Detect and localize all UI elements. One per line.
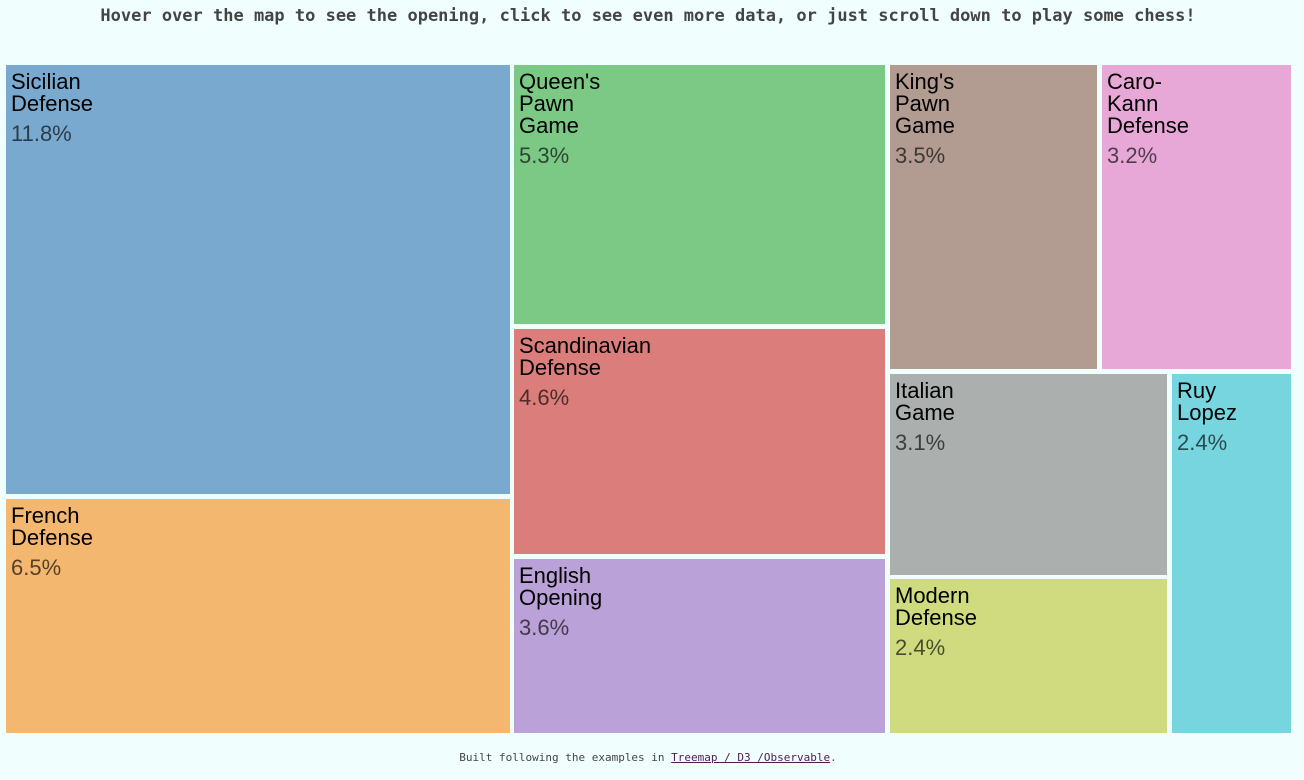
tile-value: 2.4% bbox=[1177, 430, 1228, 455]
tile-value: 4.6% bbox=[519, 385, 570, 410]
tile-king-s-pawn-game[interactable]: King's Pawn Game 3.5% bbox=[890, 65, 1097, 369]
tile-label: King's Pawn Game bbox=[895, 69, 955, 138]
tile-label: Scandinavian Defense bbox=[519, 333, 652, 380]
tile-value: 11.8% bbox=[11, 121, 72, 146]
tile-modern-defense[interactable]: Modern Defense 2.4% bbox=[890, 579, 1167, 733]
tile-label: Sicilian Defense bbox=[11, 69, 93, 116]
tile-value: 5.3% bbox=[519, 143, 570, 168]
tile-english-opening[interactable]: English Opening 3.6% bbox=[514, 559, 885, 733]
tile-ruy-lopez[interactable]: Ruy Lopez 2.4% bbox=[1172, 374, 1291, 733]
tile-label: English Opening bbox=[519, 563, 603, 610]
tile-sicilian-defense[interactable]: Sicilian Defense 11.8% bbox=[6, 65, 510, 494]
treemap-source-link[interactable]: Treemap / D3 /Observable bbox=[671, 751, 831, 764]
tile-label: Modern Defense bbox=[895, 583, 977, 630]
tile-value: 3.2% bbox=[1107, 143, 1158, 168]
footer: Built following the examples in Treemap … bbox=[0, 751, 1296, 764]
tile-value: 3.5% bbox=[895, 143, 946, 168]
tile-label: Caro- Kann Defense bbox=[1107, 69, 1189, 138]
tile-value: 3.6% bbox=[519, 615, 570, 640]
tile-scandinavian-defense[interactable]: Scandinavian Defense 4.6% bbox=[514, 329, 885, 554]
tile-italian-game[interactable]: Italian Game 3.1% bbox=[890, 374, 1167, 575]
footer-prefix: Built following the examples in bbox=[459, 751, 672, 764]
tile-label: Queen's Pawn Game bbox=[519, 69, 601, 138]
tile-queen-s-pawn-game[interactable]: Queen's Pawn Game 5.3% bbox=[514, 65, 885, 324]
tile-label: Ruy Lopez bbox=[1177, 378, 1237, 425]
tile-label: Italian Game bbox=[895, 378, 955, 425]
tile-value: 6.5% bbox=[11, 555, 62, 580]
tile-caro-kann-defense[interactable]: Caro- Kann Defense 3.2% bbox=[1102, 65, 1291, 369]
page-heading: Hover over the map to see the opening, c… bbox=[100, 6, 1196, 26]
tile-value: 3.1% bbox=[895, 430, 946, 455]
tile-label: French Defense bbox=[11, 503, 93, 550]
tile-french-defense[interactable]: French Defense 6.5% bbox=[6, 499, 510, 733]
footer-suffix: . bbox=[830, 751, 837, 764]
tile-value: 2.4% bbox=[895, 635, 946, 660]
